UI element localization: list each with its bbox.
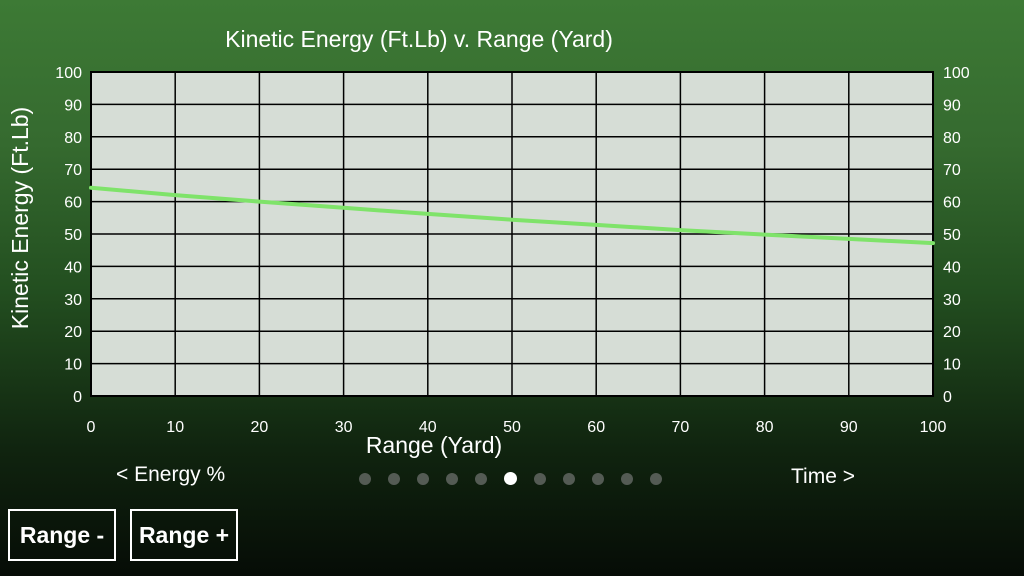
- page-dot[interactable]: [359, 473, 371, 485]
- x-tick-label: 70: [672, 419, 690, 436]
- y-tick-label: 80: [64, 130, 82, 147]
- page-dot[interactable]: [621, 473, 633, 485]
- right-y-tick-label: 40: [943, 259, 961, 276]
- left-y-axis: 0 10 20 30 40 50 60 70 80 90 100: [55, 65, 82, 406]
- series-layer: [89, 185, 935, 246]
- page-dot[interactable]: [650, 473, 662, 485]
- x-tick-label: 30: [335, 419, 353, 436]
- y-tick-label: 50: [64, 227, 82, 244]
- x-tick-label: 10: [166, 419, 184, 436]
- right-y-tick-label: 10: [943, 357, 961, 374]
- y-tick-label: 60: [64, 195, 82, 212]
- x-tick-label: 60: [587, 419, 605, 436]
- page-indicator[interactable]: [359, 472, 662, 486]
- right-y-tick-label: 100: [943, 65, 970, 82]
- page-dot[interactable]: [534, 473, 546, 485]
- y-tick-label: 0: [73, 389, 82, 406]
- x-tick-label: 0: [87, 419, 96, 436]
- grid-lines: [91, 72, 933, 396]
- page-dot[interactable]: [388, 473, 400, 485]
- y-tick-label: 70: [64, 162, 82, 179]
- next-chart-link[interactable]: Time >: [791, 465, 855, 488]
- page-dot[interactable]: [592, 473, 604, 485]
- right-y-tick-label: 20: [943, 324, 961, 341]
- y-tick-label: 10: [64, 357, 82, 374]
- right-y-axis: 0 10 20 30 40 50 60 70 80 90 100: [943, 65, 970, 406]
- chart-title: Kinetic Energy (Ft.Lb) v. Range (Yard): [225, 26, 613, 52]
- page-dot-active[interactable]: [504, 472, 517, 485]
- right-y-tick-label: 50: [943, 227, 961, 244]
- page-dot[interactable]: [446, 473, 458, 485]
- page-dot[interactable]: [417, 473, 429, 485]
- prev-chart-link[interactable]: < Energy %: [116, 463, 226, 486]
- right-y-tick-label: 70: [943, 162, 961, 179]
- x-tick-label: 40: [419, 419, 437, 436]
- x-tick-label: 100: [920, 419, 947, 436]
- x-tick-label: 50: [503, 419, 521, 436]
- right-y-tick-label: 90: [943, 97, 961, 114]
- right-y-tick-label: 0: [943, 389, 952, 406]
- y-axis-label: Kinetic Energy (Ft.Lb): [7, 107, 33, 329]
- y-tick-label: 20: [64, 324, 82, 341]
- y-tick-label: 30: [64, 292, 82, 309]
- x-axis-label: Range (Yard): [366, 432, 502, 458]
- page-dot[interactable]: [563, 473, 575, 485]
- right-y-tick-label: 60: [943, 195, 961, 212]
- y-tick-label: 40: [64, 259, 82, 276]
- y-tick-label: 90: [64, 97, 82, 114]
- x-axis: 0 10 20 30 40 50 60 70 80 90 100: [87, 419, 947, 436]
- page-dot[interactable]: [475, 473, 487, 485]
- right-y-tick-label: 80: [943, 130, 961, 147]
- x-tick-label: 90: [840, 419, 858, 436]
- x-tick-label: 20: [251, 419, 269, 436]
- x-tick-label: 80: [756, 419, 774, 436]
- right-y-tick-label: 30: [943, 292, 961, 309]
- y-tick-label: 100: [55, 65, 82, 82]
- kinetic-energy-chart: Kinetic Energy (Ft.Lb) v. Range (Yard) 0…: [7, 26, 970, 458]
- range-plus-button[interactable]: Range +: [130, 509, 238, 561]
- range-minus-button[interactable]: Range -: [8, 509, 116, 561]
